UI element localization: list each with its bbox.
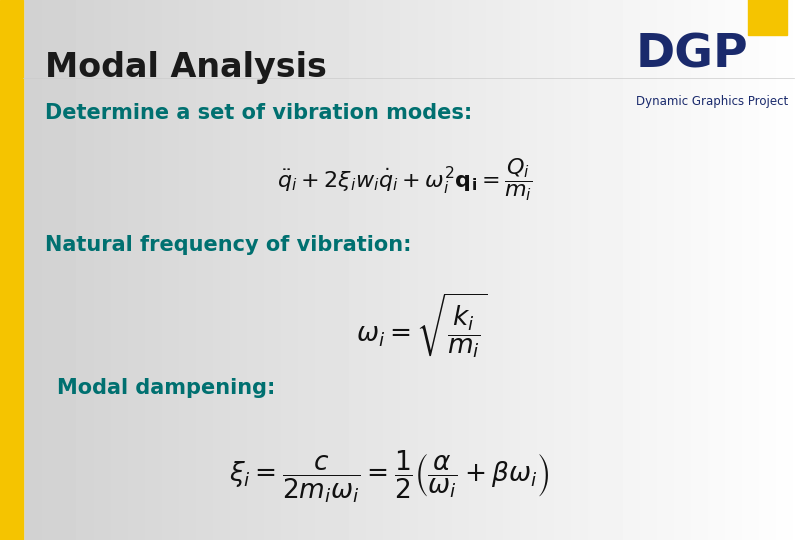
Text: $\xi_i = \dfrac{c}{2m_i\omega_i} = \dfrac{1}{2}\left(\dfrac{\alpha}{\omega_i} + : $\xi_i = \dfrac{c}{2m_i\omega_i} = \dfra… — [228, 448, 549, 505]
Text: DGP: DGP — [636, 32, 748, 77]
Text: Determine a set of vibration modes:: Determine a set of vibration modes: — [45, 103, 471, 123]
Text: Modal Analysis: Modal Analysis — [45, 51, 326, 84]
Text: Dynamic Graphics Project: Dynamic Graphics Project — [636, 94, 788, 107]
Text: $\ddot{q}_i + 2\xi_i w_i\dot{q}_i + \omega_i^2\mathbf{q_i} = \dfrac{Q_i}{m_i}$: $\ddot{q}_i + 2\xi_i w_i\dot{q}_i + \ome… — [277, 157, 533, 202]
Bar — [0, 0, 23, 540]
Bar — [748, 0, 787, 35]
Text: $\omega_i = \sqrt{\dfrac{k_i}{m_i}}$: $\omega_i = \sqrt{\dfrac{k_i}{m_i}}$ — [356, 292, 487, 361]
Text: Modal dampening:: Modal dampening: — [57, 378, 275, 398]
Bar — [0, 0, 23, 540]
Text: Natural frequency of vibration:: Natural frequency of vibration: — [45, 235, 411, 255]
